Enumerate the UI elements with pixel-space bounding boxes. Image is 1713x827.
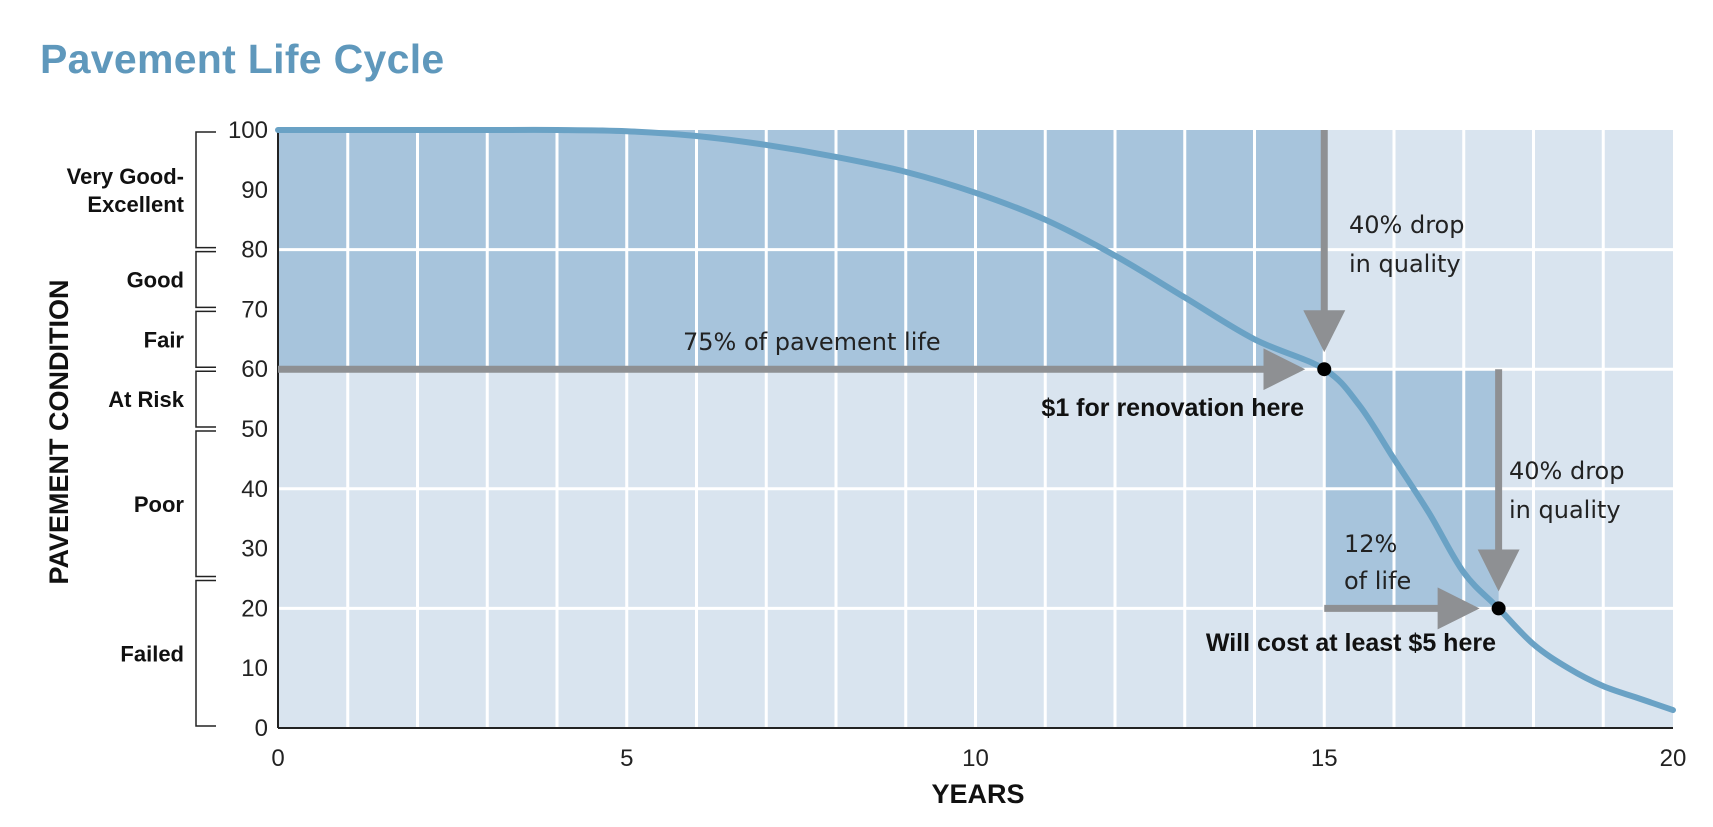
x-tick-label: 15 — [1311, 745, 1338, 772]
annotation-drop-1-line1: 40% drop — [1349, 211, 1464, 239]
y-tick-label: 50 — [241, 416, 268, 443]
condition-band-label: Poor — [134, 492, 185, 517]
x-tick-label: 5 — [620, 745, 633, 772]
condition-band-label: Very Good-Excellent — [67, 164, 185, 217]
x-tick-label: 0 — [271, 745, 284, 772]
annotation-drop-2-line1: 40% drop — [1509, 457, 1624, 485]
condition-bracket — [195, 250, 216, 309]
annotation-75-life: 75% of pavement life — [683, 328, 941, 356]
y-tick-label: 70 — [241, 296, 268, 323]
x-axis-title: YEARS — [931, 779, 1024, 809]
data-point-marker-2 — [1491, 601, 1506, 616]
annotation-renovation-cost: $1 for renovation here — [1041, 394, 1304, 422]
annotation-drop-1-line2: in quality — [1349, 250, 1461, 278]
condition-band-label: Good — [127, 268, 184, 293]
y-axis-title: PAVEMENT CONDITION — [44, 279, 74, 584]
annotation-12-life-line2: of life — [1344, 567, 1411, 595]
annotation-drop-2-line2: in quality — [1509, 496, 1621, 524]
y-tick-label: 10 — [241, 655, 268, 682]
x-tick-label: 20 — [1660, 745, 1687, 772]
condition-band-label: Fair — [144, 327, 185, 352]
y-tick-label: 60 — [241, 356, 268, 383]
condition-bracket — [195, 579, 216, 727]
condition-bracket — [195, 131, 216, 249]
condition-curve — [275, 126, 1676, 714]
y-tick-label: 100 — [228, 117, 268, 144]
condition-band-label: Failed — [120, 641, 184, 666]
x-tick-label: 10 — [962, 745, 989, 772]
condition-bracket — [195, 430, 216, 578]
annotation-failure-cost: Will cost at least $5 here — [1206, 629, 1496, 657]
chart-title: Pavement Life Cycle — [40, 36, 445, 82]
condition-bracket — [195, 370, 216, 428]
annotation-12-life-line1: 12% — [1344, 530, 1397, 558]
y-tick-label: 30 — [241, 536, 268, 563]
data-point-marker-1 — [1317, 362, 1332, 377]
y-tick-label: 80 — [241, 237, 268, 264]
y-tick-label: 0 — [255, 715, 268, 742]
y-tick-label: 20 — [241, 595, 268, 622]
y-tick-label: 40 — [241, 476, 268, 503]
condition-band-label: At Risk — [108, 387, 185, 412]
condition-bracket — [195, 310, 216, 368]
y-tick-label: 90 — [241, 177, 268, 204]
